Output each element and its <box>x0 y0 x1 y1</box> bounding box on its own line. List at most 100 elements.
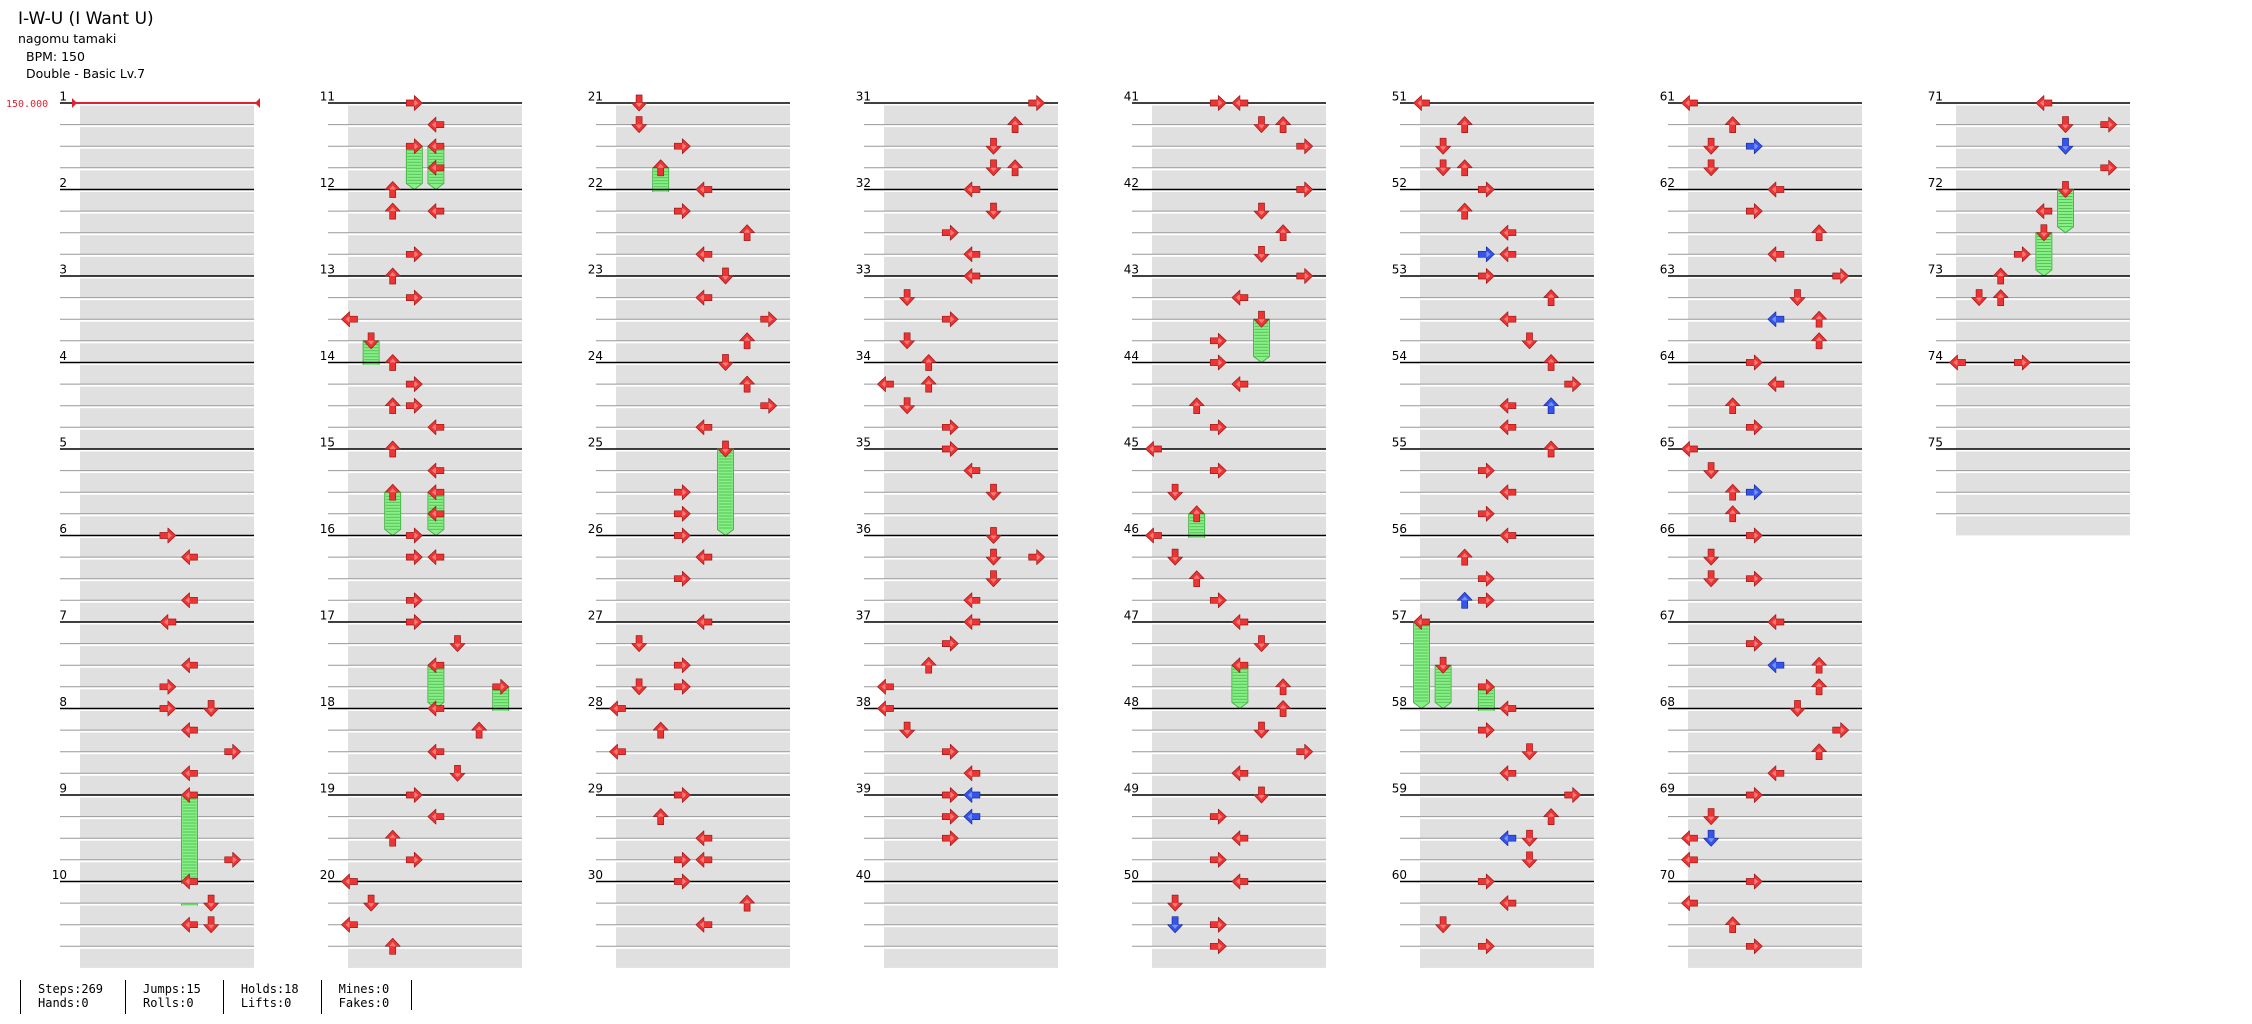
lane-band <box>1152 300 1326 320</box>
arrow-up-icon <box>1188 570 1205 588</box>
measure-number: 40 <box>856 868 871 882</box>
lane-band <box>1688 819 1862 839</box>
lane-band <box>80 192 254 212</box>
arrow-down-icon <box>899 289 915 306</box>
arrow-left-icon <box>1231 873 1249 890</box>
measure-number: 13 <box>320 263 335 277</box>
lane-band <box>884 602 1058 622</box>
lane-band <box>1152 408 1326 428</box>
measure-24: 24 <box>588 349 790 449</box>
lane-band <box>1956 386 2130 406</box>
measure-60: 60 <box>1392 868 1594 968</box>
arrow-left-icon <box>1231 657 1249 674</box>
lane-band <box>1152 602 1326 622</box>
arrow-right-icon <box>1209 851 1227 868</box>
arrow-right-icon <box>405 95 423 111</box>
arrow-right-icon <box>1209 916 1227 933</box>
measure-38: 38 <box>856 695 1058 795</box>
lane-band <box>1688 278 1862 298</box>
lane-band <box>80 905 254 925</box>
arrow-down-icon <box>631 635 647 652</box>
lane-band <box>1152 494 1326 514</box>
lane-band <box>1956 494 2130 514</box>
arrow-up-icon <box>739 224 755 242</box>
measure-40: 40 <box>856 868 1058 968</box>
measure-number: 4 <box>59 349 67 363</box>
arrow-right-icon <box>941 311 959 328</box>
arrow-left-icon <box>1231 614 1249 630</box>
arrow-up-icon <box>652 808 669 825</box>
measure-3: 3 <box>59 263 254 363</box>
arrow-up-icon <box>384 829 401 847</box>
lane-band <box>616 451 790 471</box>
arrow-left-icon <box>1499 484 1517 501</box>
lane-band <box>884 927 1058 947</box>
lane-band <box>1420 494 1594 514</box>
lane-band <box>616 754 790 774</box>
measure-number: 51 <box>1392 90 1407 104</box>
lane-band <box>1688 624 1862 644</box>
arrow-down-icon <box>631 678 647 696</box>
arrow-left-icon <box>1767 181 1785 198</box>
lane-band <box>80 365 254 385</box>
arrow-down-icon <box>899 397 915 415</box>
arrow-right-icon <box>159 527 177 544</box>
measure-18: 18 <box>320 695 522 795</box>
lane-band <box>884 948 1058 968</box>
arrow-down-icon <box>1789 700 1806 717</box>
arrow-right-icon <box>1209 808 1227 825</box>
hold-note <box>1413 621 1430 709</box>
lane-band <box>1420 927 1594 947</box>
arrow-up-icon <box>1811 656 1827 674</box>
arrow-right-icon <box>405 289 423 306</box>
measure-43: 43 <box>1124 263 1326 363</box>
measure-27: 27 <box>588 609 790 709</box>
lane-band <box>348 840 522 860</box>
lane-band <box>1956 408 2130 428</box>
arrow-down-icon <box>717 354 734 371</box>
lane-band <box>1688 948 1862 968</box>
lane-band <box>1152 840 1326 860</box>
arrow-right-icon <box>1477 678 1495 695</box>
measure-number: 63 <box>1660 263 1675 277</box>
lane-band <box>1688 840 1862 860</box>
measure-number: 47 <box>1124 609 1139 623</box>
lane-band <box>1152 581 1326 601</box>
lane-band <box>1152 148 1326 168</box>
arrow-down-icon <box>1521 829 1538 847</box>
lane-band <box>616 538 790 558</box>
lane-band <box>80 819 254 839</box>
lane-band <box>1688 559 1862 579</box>
stats-group-jumps: Jumps:15 Rolls:0 <box>125 980 223 1014</box>
measure-19: 19 <box>320 782 522 882</box>
measure-number: 32 <box>856 176 871 190</box>
arrow-right-icon <box>405 592 423 609</box>
arrow-right-icon <box>673 138 691 155</box>
lane-band <box>1688 408 1862 428</box>
arrow-left-icon <box>1767 376 1785 392</box>
measure-number: 70 <box>1660 868 1675 882</box>
lane-band <box>1420 689 1594 709</box>
measure-64: 64 <box>1660 349 1862 449</box>
arrow-down-icon <box>1703 829 1719 847</box>
stat-steps: Steps:269 <box>38 982 104 996</box>
lane-band <box>80 343 254 363</box>
lane-band <box>80 884 254 904</box>
lane-band <box>616 732 790 752</box>
lane-band <box>1956 429 2130 449</box>
measure-67: 67 <box>1660 609 1862 709</box>
arrow-right-icon <box>1028 549 1046 565</box>
arrow-left-icon <box>1499 419 1517 436</box>
arrow-left-icon <box>1499 246 1517 263</box>
arrow-up-icon <box>1992 267 2009 285</box>
lane-band <box>884 689 1058 709</box>
arrow-right-icon <box>1745 138 1763 155</box>
arrow-left-icon <box>695 830 713 847</box>
lane-band <box>1688 429 1862 449</box>
stat-mines: Mines:0 <box>338 982 390 996</box>
measure-number: 59 <box>1392 782 1407 796</box>
lane-band <box>884 754 1058 774</box>
arrow-right-icon <box>673 678 691 695</box>
lane-band <box>1420 624 1594 644</box>
lane-band <box>616 213 790 233</box>
